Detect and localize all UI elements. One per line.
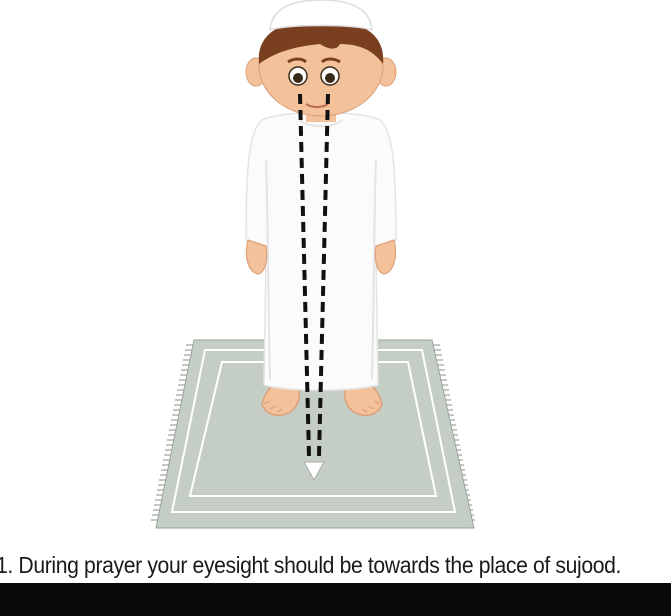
bottom-bar	[0, 583, 671, 616]
caption-text: 1. During prayer your eyesight should be…	[0, 548, 631, 582]
robe	[246, 113, 396, 391]
head	[246, 0, 396, 116]
prayer-gaze-illustration	[0, 0, 671, 550]
